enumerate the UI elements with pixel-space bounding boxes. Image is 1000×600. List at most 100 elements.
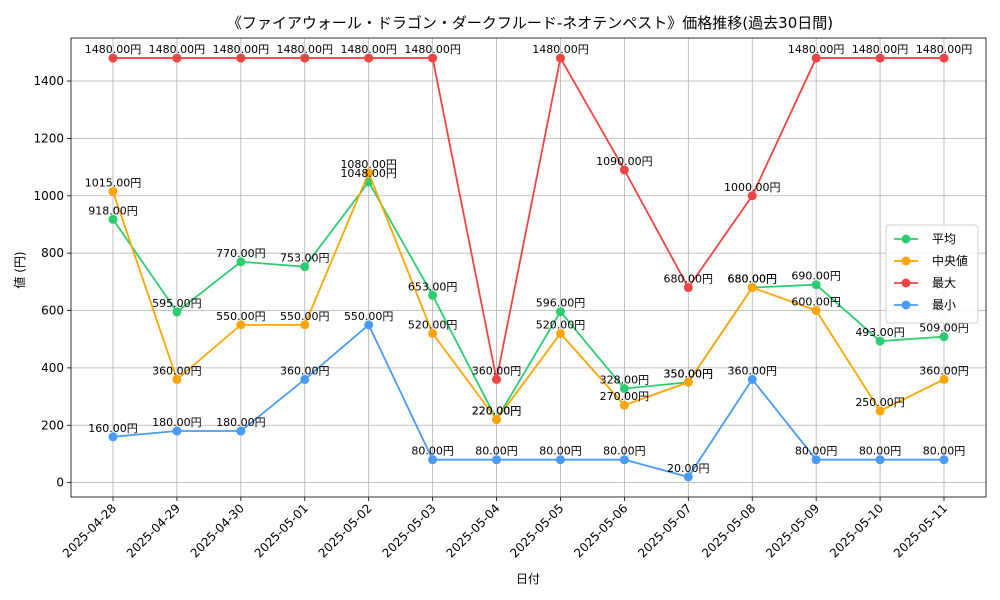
data-label: 360.00円 (152, 364, 202, 377)
data-point (492, 415, 502, 425)
series-line-3 (112, 323, 944, 478)
legend-marker (901, 278, 911, 288)
data-label: 80.00円 (859, 445, 902, 458)
legend-label: 最大 (932, 276, 956, 290)
x-tick-label: 2025-05-11 (891, 501, 950, 560)
chart-title: 《ファイアウォール・ドラゴン・ダークフルード-ネオテンペスト》価格推移(過去30… (227, 14, 833, 32)
data-label: 1480.00円 (916, 43, 973, 56)
data-label: 1480.00円 (532, 43, 589, 56)
data-point (875, 53, 885, 63)
y-tick-label: 600 (41, 304, 64, 318)
data-point (811, 280, 821, 290)
x-tick-label: 2025-05-10 (827, 501, 886, 560)
data-point (172, 53, 182, 63)
data-point (747, 283, 757, 293)
data-label: 1480.00円 (85, 43, 142, 56)
series-line-2 (113, 55, 944, 380)
data-point (875, 455, 885, 465)
data-point (747, 191, 757, 201)
data-label: 680.00円 (727, 273, 777, 286)
data-label: 680.00円 (727, 273, 777, 286)
x-tick-label: 2025-04-29 (124, 501, 183, 560)
data-point (108, 186, 118, 196)
data-point (555, 307, 565, 317)
data-label: 1480.00円 (404, 43, 461, 56)
data-point (108, 214, 118, 224)
data-label: 918.00円 (88, 204, 138, 217)
data-point (108, 53, 118, 63)
data-label: 250.00円 (855, 396, 905, 409)
data-point (172, 374, 182, 384)
y-tick-label: 200 (41, 418, 64, 432)
data-point (236, 320, 246, 330)
data-point (300, 374, 310, 384)
data-point (619, 165, 629, 175)
x-tick-label: 2025-05-06 (571, 501, 630, 560)
data-label: 1480.00円 (340, 43, 397, 56)
legend-box (885, 224, 979, 324)
legend-marker (901, 256, 911, 266)
data-label: 1480.00円 (213, 43, 270, 56)
data-label: 160.00円 (88, 422, 138, 435)
data-point (683, 283, 693, 293)
data-point (939, 455, 949, 465)
data-point (747, 374, 757, 384)
data-point (939, 332, 949, 342)
data-point (364, 320, 374, 330)
data-point (555, 455, 565, 465)
data-point (428, 53, 438, 63)
data-label: 80.00円 (603, 445, 646, 458)
data-label: 493.00円 (855, 326, 905, 339)
plot-frame (70, 37, 987, 498)
legend-marker (901, 300, 911, 310)
data-label: 680.00円 (664, 273, 714, 286)
data-label: 1000.00円 (724, 181, 781, 194)
x-tick-label: 2025-05-04 (443, 501, 502, 560)
data-point (492, 374, 502, 384)
data-label: 520.00円 (408, 318, 458, 331)
data-label: 360.00円 (727, 364, 777, 377)
legend-marker (901, 234, 911, 244)
data-label: 220.00円 (472, 405, 522, 418)
x-tick-label: 2025-04-28 (60, 501, 119, 560)
legend-label: 最小 (932, 298, 956, 312)
data-label: 360.00円 (919, 364, 969, 377)
y-axis-label: 値 (円) (12, 251, 27, 288)
data-label: 550.00円 (216, 310, 266, 323)
data-label: 1015.00円 (85, 176, 142, 189)
data-label: 80.00円 (539, 445, 582, 458)
data-point (683, 472, 693, 482)
data-label: 753.00円 (280, 252, 330, 265)
data-point (619, 384, 629, 394)
data-point (236, 257, 246, 267)
data-point (300, 53, 310, 63)
data-label: 180.00円 (216, 416, 266, 429)
x-tick-label: 2025-05-08 (699, 501, 758, 560)
data-label: 270.00円 (600, 390, 650, 403)
data-label: 770.00円 (216, 247, 266, 260)
x-tick-label: 2025-05-03 (380, 501, 439, 560)
y-tick-label: 800 (41, 246, 64, 260)
x-tick-label: 2025-05-01 (252, 501, 311, 560)
data-point (172, 307, 182, 317)
data-point (236, 426, 246, 436)
data-label: 520.00円 (536, 318, 586, 331)
y-tick-label: 1000 (33, 189, 64, 203)
x-tick-label: 2025-05-09 (763, 501, 822, 560)
data-point (300, 320, 310, 330)
data-point (619, 400, 629, 410)
x-axis-label: 日付 (516, 572, 540, 586)
data-point (555, 328, 565, 338)
y-tick-label: 400 (41, 361, 64, 375)
x-tick-label: 2025-05-07 (635, 501, 694, 560)
data-label: 80.00円 (475, 445, 518, 458)
data-label: 1480.00円 (149, 43, 206, 56)
data-point (172, 426, 182, 436)
data-label: 550.00円 (344, 310, 394, 323)
x-tick-label: 2025-05-05 (507, 501, 566, 560)
x-tick-label: 2025-05-02 (316, 501, 375, 560)
data-point (300, 262, 310, 272)
data-point (939, 374, 949, 384)
